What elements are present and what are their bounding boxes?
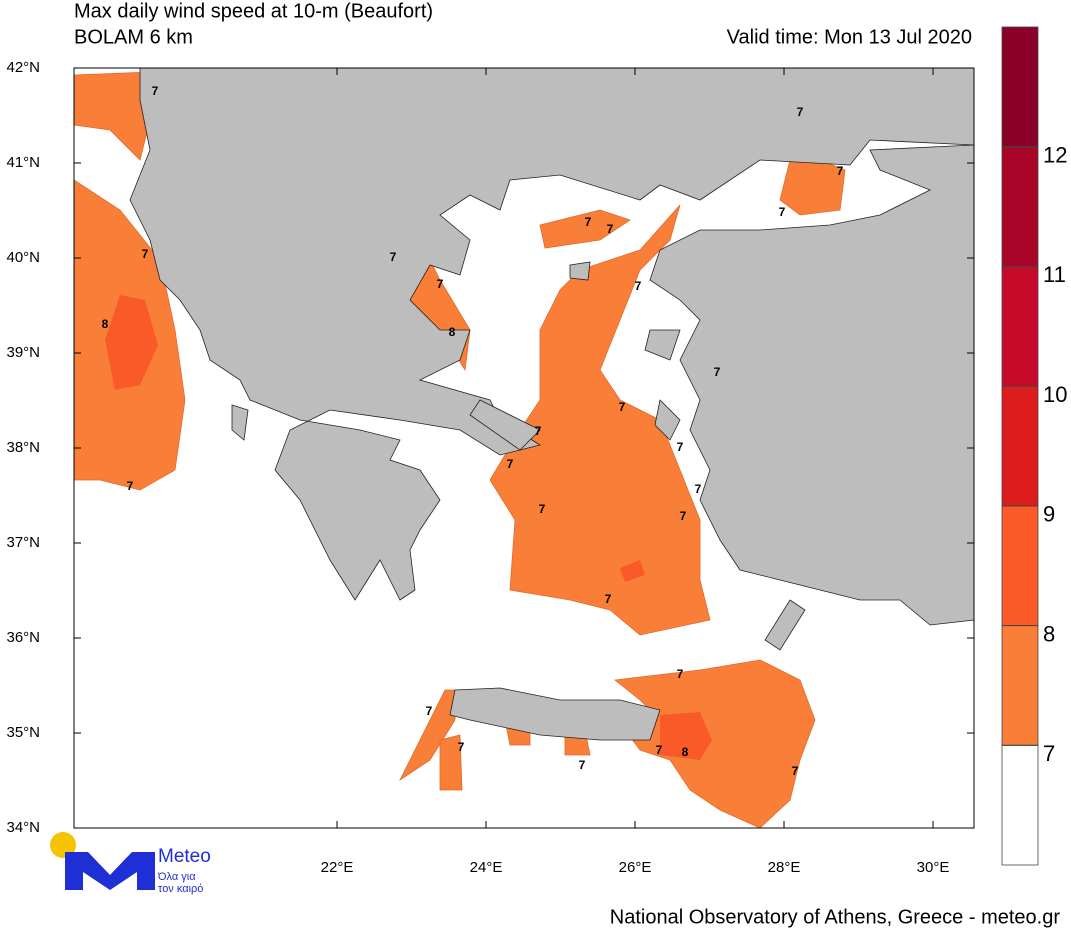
contour-label: 7 xyxy=(677,667,684,681)
contour-label: 7 xyxy=(607,222,614,236)
land xyxy=(129,67,975,741)
colorbar-segment xyxy=(1001,26,1039,148)
lat-tick-label: 37°N xyxy=(6,534,40,551)
colorbar-label: 11 xyxy=(1043,262,1066,287)
contour-label: 7 xyxy=(677,440,684,454)
contour-label: 7 xyxy=(152,84,159,98)
contour-label: 7 xyxy=(507,457,514,471)
contour-label: 7 xyxy=(837,164,844,178)
logo-name: Meteo xyxy=(158,846,211,867)
contour-label: 8 xyxy=(449,325,456,339)
lon-tick-label: 24°E xyxy=(470,859,503,876)
contour-label: 7 xyxy=(695,482,702,496)
contour-label: 7 xyxy=(437,277,444,291)
lon-tick-label: 26°E xyxy=(619,859,652,876)
contour-label: 7 xyxy=(797,105,804,119)
contour-label: 7 xyxy=(656,743,663,757)
lat-tick-label: 39°N xyxy=(6,344,40,361)
colorbar-segment xyxy=(1001,385,1039,507)
lon-tick-label: 22°E xyxy=(321,859,354,876)
contour-label: 7 xyxy=(605,592,612,606)
lat-tick-label: 42°N xyxy=(6,59,40,76)
contour-label: 8 xyxy=(102,317,109,331)
logo-tagline: τον καιρό xyxy=(158,883,203,895)
contour-label: 7 xyxy=(535,424,542,438)
contour-label: 7 xyxy=(585,215,592,229)
contour-label: 7 xyxy=(714,365,721,379)
contour-label: 7 xyxy=(458,740,465,754)
wind-area-8 xyxy=(105,295,712,760)
contour-label: 7 xyxy=(127,479,134,493)
lon-tick-label: 28°E xyxy=(768,859,801,876)
contour-label: 7 xyxy=(426,704,433,718)
lat-tick-label: 38°N xyxy=(6,439,40,456)
model: BOLAM 6 km xyxy=(74,26,193,48)
contour-label: 7 xyxy=(792,764,799,778)
map xyxy=(73,67,975,829)
colorbar-segment xyxy=(1001,744,1039,866)
contour-label: 7 xyxy=(635,279,642,293)
colorbar-segment xyxy=(1001,146,1039,267)
contour-label: 7 xyxy=(390,250,397,264)
contour-label: 7 xyxy=(779,205,786,219)
lat-tick-label: 34°N xyxy=(6,819,40,836)
colorbar-label: 9 xyxy=(1043,502,1055,527)
lat-tick-label: 40°N xyxy=(6,249,40,266)
colorbar-segment xyxy=(1001,505,1039,626)
title: Max daily wind speed at 10-m (Beaufort) xyxy=(74,0,433,22)
colorbar-label: 12 xyxy=(1043,143,1067,168)
logo-sun xyxy=(50,832,76,858)
contour-label: 7 xyxy=(680,509,687,523)
colorbar-segment xyxy=(1001,266,1039,387)
lat-tick-label: 35°N xyxy=(6,724,40,741)
contour-label: 7 xyxy=(142,247,149,261)
valid-time: Valid time: Mon 13 Jul 2020 xyxy=(727,26,972,48)
colorbar-label: 10 xyxy=(1043,382,1067,407)
colorbar-label: 8 xyxy=(1043,621,1055,646)
logo-tagline: Όλα για xyxy=(157,871,196,883)
lon-tick-label: 30°E xyxy=(917,859,950,876)
footer: National Observatory of Athens, Greece -… xyxy=(610,906,1061,928)
contour-label: 7 xyxy=(539,502,546,516)
lat-tick-label: 36°N xyxy=(6,629,40,646)
contour-label: 8 xyxy=(682,745,689,759)
logo-mark xyxy=(65,852,155,890)
contour-label: 7 xyxy=(579,758,586,772)
contour-label: 7 xyxy=(619,400,626,414)
lat-tick-label: 41°N xyxy=(6,154,40,171)
colorbar-label: 7 xyxy=(1043,741,1055,766)
logo: Meteo Όλα για τον καιρό xyxy=(50,832,211,895)
colorbar-segment xyxy=(1001,625,1039,746)
